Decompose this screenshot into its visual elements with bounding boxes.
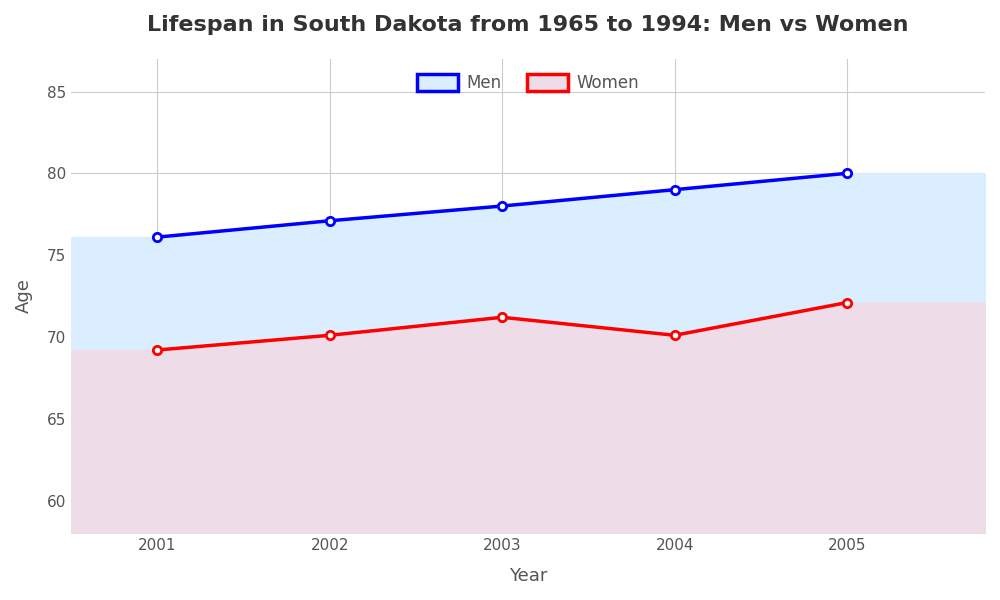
Y-axis label: Age: Age	[15, 278, 33, 313]
Legend: Men, Women: Men, Women	[410, 67, 646, 98]
X-axis label: Year: Year	[509, 567, 547, 585]
Title: Lifespan in South Dakota from 1965 to 1994: Men vs Women: Lifespan in South Dakota from 1965 to 19…	[147, 15, 909, 35]
